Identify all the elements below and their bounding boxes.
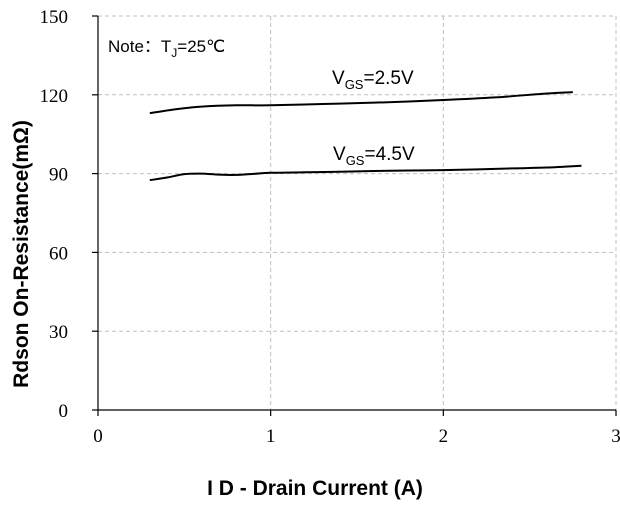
x-tick-label: 1 xyxy=(266,426,276,447)
series-label-vgs-2-5: VGS=2.5V xyxy=(332,68,414,92)
note-annotation: Note：TJ=25℃ xyxy=(108,37,225,60)
x-axis-title: I D - Drain Current (A) xyxy=(207,477,423,500)
series-line-1 xyxy=(149,164,582,182)
y-tick-label: 0 xyxy=(59,401,69,422)
y-tick-label: 150 xyxy=(40,7,69,28)
y-tick-label: 90 xyxy=(49,165,68,186)
y-tick-label: 120 xyxy=(40,86,69,107)
grid xyxy=(98,15,617,410)
y-tick-label: 60 xyxy=(49,243,68,264)
x-tick-label: 0 xyxy=(93,426,103,447)
series-line-0 xyxy=(149,91,573,115)
y-tick-label: 30 xyxy=(49,322,68,343)
axes xyxy=(92,15,617,416)
tick-labels: 0 30 60 90 120 150 0 1 2 3 xyxy=(40,7,620,447)
series-label-vgs-4-5: VGS=4.5V xyxy=(333,144,415,168)
x-tick-label: 2 xyxy=(439,426,449,447)
y-axis-title: Rdson On-Resistance(mΩ) xyxy=(10,120,33,388)
series-lines xyxy=(149,91,582,182)
x-tick-label: 3 xyxy=(611,426,620,447)
